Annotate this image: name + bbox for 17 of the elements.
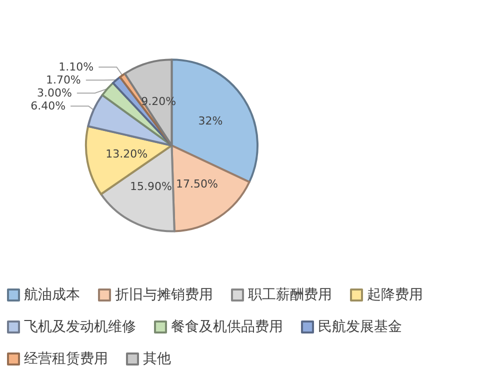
data-label: 6.40%	[30, 100, 66, 113]
legend-label: 起降费用	[367, 287, 423, 303]
data-label: 13.20%	[106, 148, 148, 161]
legend-label: 民航发展基金	[318, 319, 402, 335]
legend-label: 其他	[143, 351, 171, 367]
data-label: 3.00%	[36, 86, 72, 100]
legend-label: 航油成本	[24, 287, 80, 303]
data-label: 1.10%	[58, 60, 94, 74]
legend-label: 经营租赁费用	[24, 351, 108, 367]
data-label: 15.90%	[130, 180, 172, 193]
data-label: 17.50%	[176, 177, 218, 190]
legend-label: 餐食及机供品费用	[171, 319, 283, 335]
data-label: 1.70%	[46, 74, 81, 87]
legend-label: 折旧与摊销费用	[115, 287, 213, 303]
legend-label: 飞机及发动机维修	[24, 319, 136, 335]
legend-label: 职工薪酬费用	[248, 287, 332, 303]
data-label: 32%	[198, 114, 223, 128]
